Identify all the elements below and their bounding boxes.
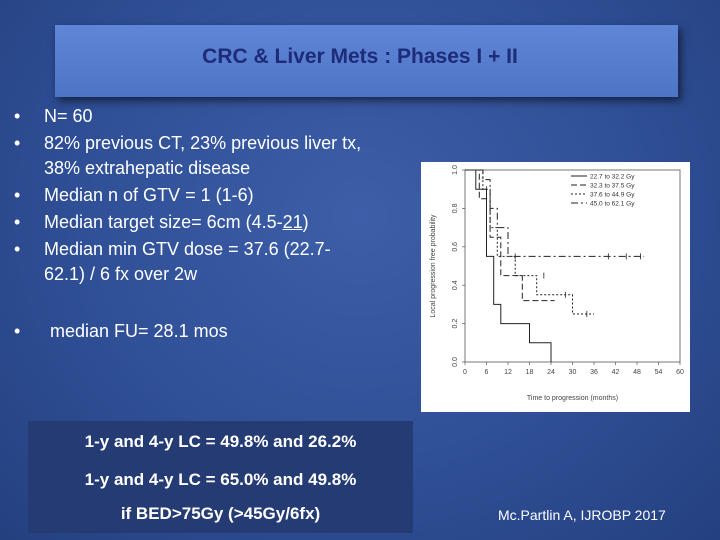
- bullet-text: Median target size= 6cm (4.5-: [44, 212, 283, 232]
- legend-label: 32.3 to 37.5 Gy: [590, 183, 635, 190]
- x-tick-label: 54: [655, 369, 663, 376]
- y-tick-label: 0.2: [452, 319, 459, 329]
- bullet-text: 82% previous CT, 23% previous liver tx,: [44, 133, 362, 153]
- x-tick-label: 12: [504, 369, 512, 376]
- x-tick-label: 18: [526, 369, 534, 376]
- y-tick-label: 0.8: [452, 203, 459, 213]
- bullet-text: median FU= 28.1 mos: [50, 321, 228, 341]
- title-box: [55, 25, 678, 97]
- bullet-text-end: ): [302, 212, 309, 232]
- bullet-text: N= 60: [44, 106, 93, 126]
- bullet-item: • Median n of GTV = 1 (1-6): [14, 183, 434, 208]
- bullet-item: • N= 60: [14, 104, 434, 129]
- y-tick-label: 0.6: [452, 242, 459, 252]
- x-tick-label: 42: [612, 369, 620, 376]
- bullet-item: • Median min GTV dose = 37.6 (22.7- 62.1…: [14, 237, 434, 287]
- x-tick-label: 0: [463, 369, 467, 376]
- bullet-item: • 82% previous CT, 23% previous liver tx…: [14, 131, 434, 181]
- y-axis-label: Local progression free probability: [430, 214, 437, 318]
- y-tick-label: 0.0: [452, 357, 459, 367]
- bullet-item: • median FU= 28.1 mos: [14, 319, 434, 344]
- series-line-3: [465, 169, 594, 315]
- bullet-text: Median n of GTV = 1 (1-6): [44, 185, 254, 205]
- slide-title: CRC & Liver Mets : Phases I + II: [202, 45, 518, 68]
- bullet-dot-icon: •: [14, 239, 21, 259]
- y-tick-label: 1.0: [452, 165, 459, 175]
- x-tick-label: 36: [590, 369, 598, 376]
- km-chart: 0 6 12 18 24 30 36 42 48 54 60 0.0 0.2 0.4 0.6 0.8 1.0 Ti…: [430, 165, 684, 402]
- series-line-2: [465, 169, 555, 302]
- bullet-text-continued: 38% extrahepatic disease: [44, 158, 251, 178]
- citation: Mc.Partlin A, IJROBP 2017: [498, 507, 666, 523]
- x-tick-label: 24: [547, 369, 555, 376]
- series-line-4: [465, 169, 645, 257]
- bullet-dot-icon: •: [14, 106, 21, 126]
- x-tick-label: 60: [676, 369, 684, 376]
- bullet-item: • Median target size= 6cm (4.5-21): [14, 210, 434, 235]
- bullet-dot-icon: •: [14, 321, 21, 341]
- bullet-list: • N= 60 • 82% previous CT, 23% previous …: [14, 104, 434, 346]
- bullet-text-continued: 62.1) / 6 fx over 2w: [44, 264, 198, 284]
- bullet-dot-icon: •: [14, 185, 21, 205]
- km-chart-panel: 0 6 12 18 24 30 36 42 48 54 60 0.0 0.2 0.4 0.6 0.8 1.0 Ti…: [421, 162, 690, 412]
- bullet-dot-icon: •: [14, 133, 21, 153]
- x-tick-label: 30: [569, 369, 577, 376]
- y-tick-label: 0.4: [452, 280, 459, 290]
- bullet-text-underlined: 21: [282, 212, 303, 232]
- series-line-1: [465, 169, 552, 362]
- x-tick-label: 48: [633, 369, 641, 376]
- bullet-text: Median min GTV dose = 37.6 (22.7-: [44, 239, 331, 259]
- x-tick-label: 6: [485, 369, 489, 376]
- legend-label: 45.0 to 62.1 Gy: [590, 201, 635, 208]
- result-line-2: 1-y and 4-y LC = 65.0% and 49.8%: [84, 470, 357, 489]
- legend-label: 22.7 to 32.2 Gy: [590, 174, 635, 181]
- plot-frame: [464, 169, 681, 363]
- bullet-dot-icon: •: [14, 212, 21, 232]
- result-line-1: 1-y and 4-y LC = 49.8% and 26.2%: [84, 432, 357, 451]
- results-box: 1-y and 4-y LC = 49.8% and 26.2% 1-y and…: [28, 421, 413, 533]
- x-axis-label: Time to progression (months): [527, 395, 618, 402]
- result-line-3: if BED>75Gy (>45Gy/6fx): [120, 504, 321, 523]
- legend-label: 37.6 to 44.9 Gy: [590, 192, 635, 199]
